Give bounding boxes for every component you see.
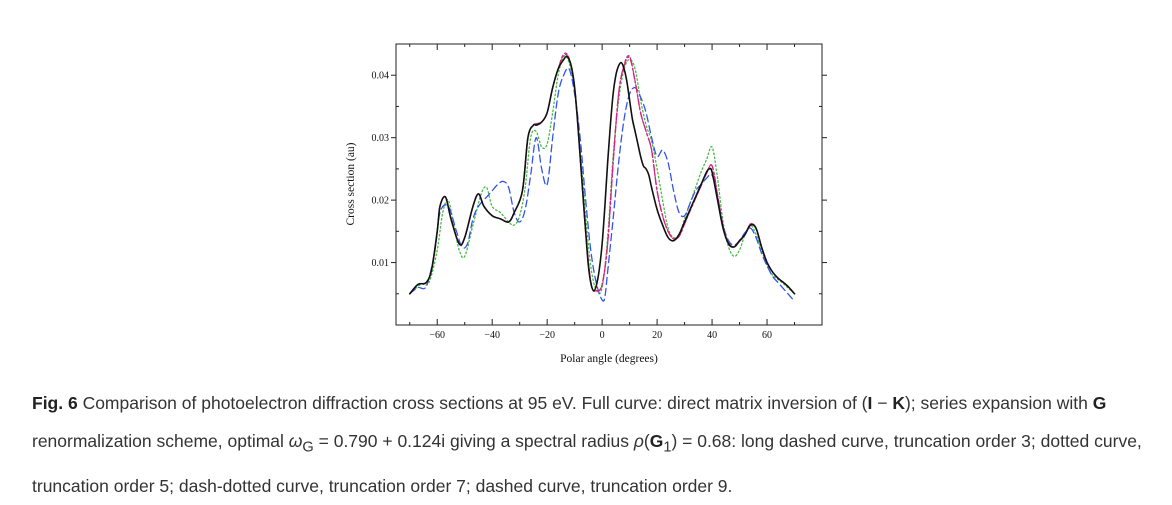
x-tick-label: 40 (707, 330, 717, 341)
y-tick-label: 0.01 (372, 258, 390, 269)
caption-text-3: renormalization scheme, optimal (32, 431, 289, 451)
caption-text-1: Comparison of photoelectron diffraction … (77, 393, 868, 413)
tick-labels: −60 −40 −20 0 20 40 60 0.01 0.02 0.03 0.04 (372, 71, 773, 341)
axis-ticks (391, 44, 827, 325)
x-tick-label: −60 (429, 330, 445, 341)
cross-section-chart: −60 −40 −20 0 20 40 60 0.01 0.02 0.03 0.04 Polar a… (345, 43, 827, 365)
y-axis-title: Cross section (au) (345, 142, 357, 225)
series-layer (408, 52, 796, 302)
symbol-G: G (1092, 393, 1107, 413)
caption-text-4: = 0.790 + 0.124i giving a spectral radiu… (313, 431, 634, 451)
symbol-K: K (892, 393, 905, 413)
omega-subscript: G (302, 439, 314, 456)
symbol-omega: ω (288, 431, 303, 451)
series-solid-curve (408, 55, 796, 295)
g1-subscript: 1 (663, 439, 672, 456)
x-tick-label: −20 (539, 330, 555, 341)
figure-label: Fig. 6 (32, 393, 78, 413)
y-tick-label: 0.04 (372, 71, 390, 82)
x-axis-title: Polar angle (degrees) (560, 353, 658, 365)
x-tick-label: −40 (484, 330, 500, 341)
symbol-I: I (867, 393, 873, 413)
caption-minus: − (872, 393, 893, 413)
symbol-G1: G (649, 431, 664, 451)
series-dash-dot-curve (409, 53, 796, 295)
series-dotted-curve (409, 55, 796, 295)
caption-text-2: ); series expansion with (904, 393, 1093, 413)
caption-text-5: ( (643, 431, 650, 451)
x-tick-label: 20 (652, 330, 662, 341)
symbol-rho: ρ (633, 431, 644, 451)
figure-caption: Fig. 6 Comparison of photoelectron diffr… (32, 384, 1142, 505)
series-dashed-curve (409, 67, 796, 302)
y-tick-label: 0.03 (372, 133, 390, 144)
figure: −60 −40 −20 0 20 40 60 0.01 0.02 0.03 0.04 Polar a… (345, 43, 827, 365)
x-tick-label: 60 (762, 330, 772, 341)
plot-frame (395, 43, 823, 326)
x-tick-label: 0 (600, 330, 605, 341)
y-tick-label: 0.02 (372, 196, 390, 207)
series-dashed-short-curve (409, 52, 796, 295)
caption-text-6: ) = 0.68: long dashed curve, truncation … (32, 431, 1142, 496)
